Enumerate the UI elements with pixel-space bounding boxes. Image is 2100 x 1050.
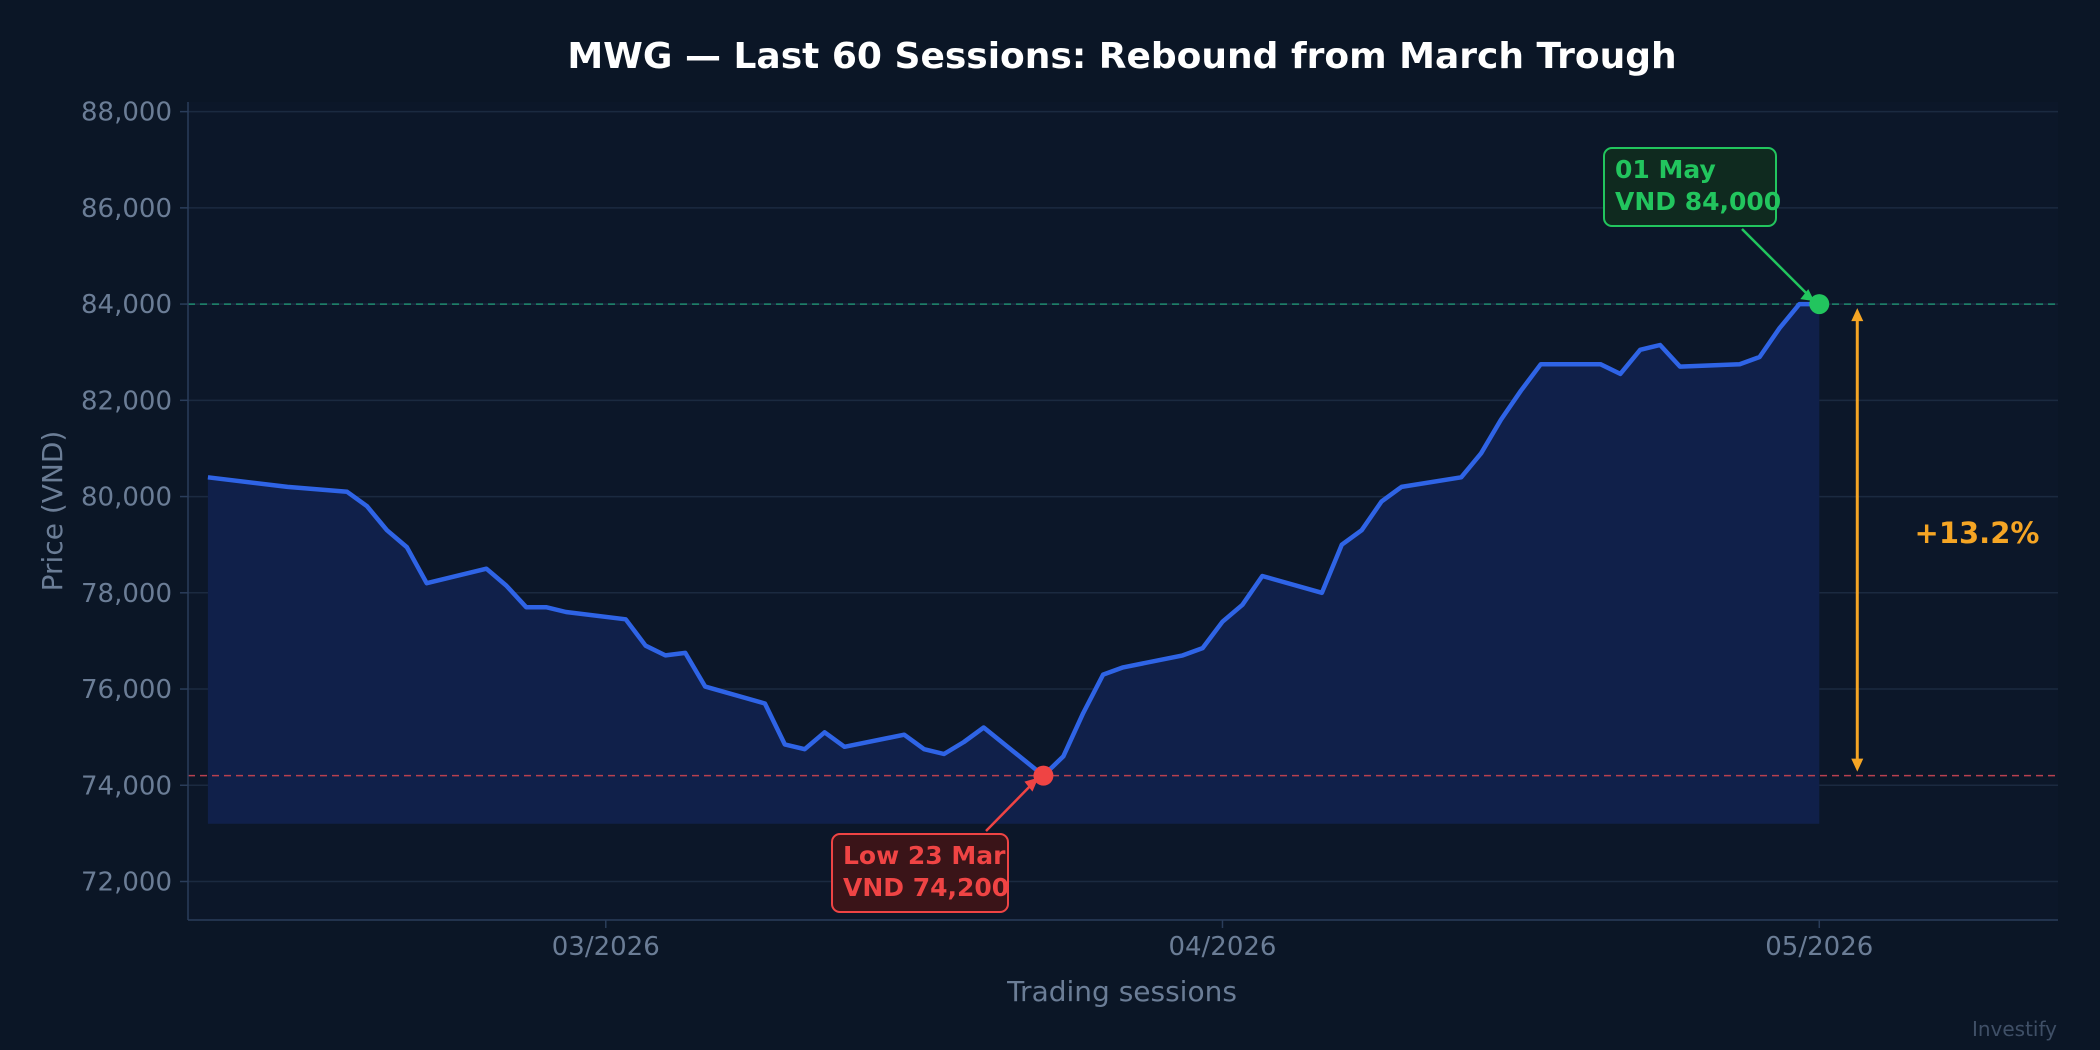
high-marker: [1809, 294, 1830, 315]
x-tick-label: 03/2026: [552, 932, 660, 962]
change-arrow-head-down: [1851, 758, 1864, 772]
x-tick-label: 04/2026: [1168, 932, 1276, 962]
y-tick-label: 88,000: [81, 98, 172, 128]
y-tick-label: 86,000: [81, 194, 172, 224]
price-area: [207, 304, 1820, 824]
watermark: Investify: [1972, 1017, 2057, 1041]
low-marker: [1033, 765, 1054, 786]
change-arrow-head-up: [1851, 308, 1864, 322]
y-tick-label: 82,000: [81, 386, 172, 416]
change-percent-label: +13.2%: [1915, 516, 2040, 550]
high-annotation-arrow: [1741, 228, 1813, 299]
high-annotation-box: [1603, 147, 1777, 227]
x-tick-label: 05/2026: [1765, 932, 1873, 962]
low-annotation-price: VND 74,200: [843, 873, 1009, 902]
y-axis-label: Price (VND): [36, 431, 69, 592]
low-annotation-arrow: [985, 780, 1036, 832]
price-line: [207, 301, 1820, 778]
low-annotation-box: [831, 833, 1009, 913]
y-tick-label: 76,000: [81, 675, 172, 705]
chart-title: MWG — Last 60 Sessions: Rebound from Mar…: [567, 36, 1676, 77]
high-annotation-price: VND 84,000: [1615, 187, 1781, 216]
high-arrow-head: [1800, 289, 1815, 302]
x-axis-label: Trading sessions: [1006, 975, 1237, 1008]
high-annotation-date: 01 May: [1615, 155, 1716, 184]
y-tick-label: 80,000: [81, 483, 172, 513]
y-tick-label: 84,000: [81, 290, 172, 320]
y-tick-label: 78,000: [81, 579, 172, 609]
y-tick-label: 74,000: [81, 771, 172, 801]
low-arrow-head: [1024, 777, 1039, 792]
y-tick-label: 72,000: [81, 868, 172, 898]
low-annotation-date: Low 23 Mar: [843, 841, 1006, 870]
